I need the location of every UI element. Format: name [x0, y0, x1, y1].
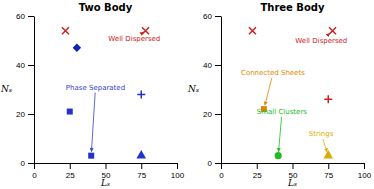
y-tick-mark: [28, 114, 34, 115]
x-tick-mark: [70, 163, 71, 169]
x-tick-label: 0: [219, 171, 224, 180]
point: [73, 44, 81, 52]
x-tick: 75: [324, 163, 333, 180]
x-tick-mark: [221, 163, 222, 169]
y-axis-title: Nₛ: [187, 84, 199, 94]
point: [142, 27, 149, 34]
y-tick-mark: [28, 16, 34, 17]
x-tick: 0: [219, 163, 224, 180]
x-tick-mark: [293, 163, 294, 169]
chart-root: Two Body02550751000204060LₛNₛWell Disper…: [0, 0, 374, 189]
annotation: Connected Sheets: [241, 69, 305, 77]
annotation: Well Dispersed: [295, 37, 347, 45]
annotation-arrow: [279, 117, 282, 152]
x-tick-label: 25: [253, 171, 262, 180]
y-axis-line: [221, 17, 222, 164]
y-axis: 0 20 40 60: [16, 12, 34, 168]
title: Three Body: [260, 2, 325, 13]
annotation: Small Clusters: [257, 108, 308, 116]
point: [88, 153, 94, 159]
point: [136, 150, 146, 158]
y-tick: 40: [16, 61, 34, 70]
y-tick-mark: [215, 16, 221, 17]
y-tick: 0: [21, 159, 34, 168]
annotations: Well Dispersed Phase Separated: [66, 32, 160, 152]
x-tick-mark: [257, 163, 258, 169]
annotation: Phase Separated: [66, 84, 125, 92]
y-tick: 40: [203, 61, 221, 70]
point: [62, 27, 69, 34]
point: [67, 109, 73, 115]
x-tick: 75: [137, 163, 146, 180]
point: [324, 95, 332, 103]
x-tick-label: 75: [137, 171, 146, 180]
y-axis-line: [34, 17, 35, 164]
annotation-arrow: [91, 93, 95, 152]
point: [249, 27, 256, 34]
x-tick: 25: [66, 163, 75, 180]
y-tick-label: 20: [16, 110, 25, 119]
x-tick-label: 100: [358, 171, 372, 180]
x-tick-mark: [106, 163, 107, 169]
x-axis-title: Lₛ: [100, 178, 110, 188]
annotation-arrow: [265, 78, 272, 105]
y-tick: 20: [203, 110, 221, 119]
title: Two Body: [79, 2, 133, 13]
x-tick: 0: [32, 163, 37, 180]
y-tick-mark: [215, 65, 221, 66]
plot: 02550751000204060LₛNₛWell DispersedPhase…: [0, 12, 185, 188]
x-tick: 100: [171, 163, 185, 180]
y-tick-mark: [28, 163, 34, 164]
annotation: Strings: [309, 130, 334, 138]
x-tick-label: 100: [171, 171, 185, 180]
panel: Three Body02550751000204060LₛNₛWell Disp…: [187, 2, 372, 188]
y-tick-label: 20: [203, 110, 212, 119]
point: [323, 150, 333, 158]
panel: Two Body02550751000204060LₛNₛWell Disper…: [0, 2, 185, 188]
x-axis-title: Lₛ: [287, 178, 297, 188]
annotation-arrow: [323, 139, 327, 152]
x-tick-mark: [177, 163, 178, 169]
y-tick-label: 0: [208, 159, 213, 168]
y-tick-mark: [215, 163, 221, 164]
y-tick-label: 0: [21, 159, 26, 168]
y-axis-title: Nₛ: [0, 84, 12, 94]
x-tick-label: 0: [32, 171, 37, 180]
x-tick: 100: [358, 163, 372, 180]
annotation-arrow: [142, 32, 144, 33]
annotations: Well Dispersed Connected Sheets Small Clus…: [241, 33, 347, 152]
plot: 02550751000204060LₛNₛWell DispersedConne…: [187, 12, 372, 188]
x-tick-mark: [364, 163, 365, 169]
y-tick-label: 60: [203, 12, 212, 21]
point: [275, 152, 282, 159]
x-tick-mark: [141, 163, 142, 169]
x-tick-label: 75: [324, 171, 333, 180]
points: [62, 27, 149, 158]
y-tick: 20: [16, 110, 34, 119]
annotation-arrow: [327, 33, 330, 36]
y-tick: 60: [203, 12, 221, 21]
y-tick: 60: [16, 12, 34, 21]
y-tick-mark: [215, 114, 221, 115]
x-tick: 25: [253, 163, 262, 180]
point: [137, 90, 145, 98]
y-tick-label: 40: [16, 61, 25, 70]
points: [249, 27, 336, 159]
x-tick-mark: [34, 163, 35, 169]
y-tick-label: 60: [16, 12, 25, 21]
y-tick: 0: [208, 159, 221, 168]
x-tick-label: 25: [66, 171, 75, 180]
x-tick-mark: [328, 163, 329, 169]
y-tick-mark: [28, 65, 34, 66]
annotation: Well Dispersed: [108, 35, 160, 43]
y-axis: 0 20 40 60: [203, 12, 221, 168]
point: [329, 27, 336, 34]
y-tick-label: 40: [203, 61, 212, 70]
